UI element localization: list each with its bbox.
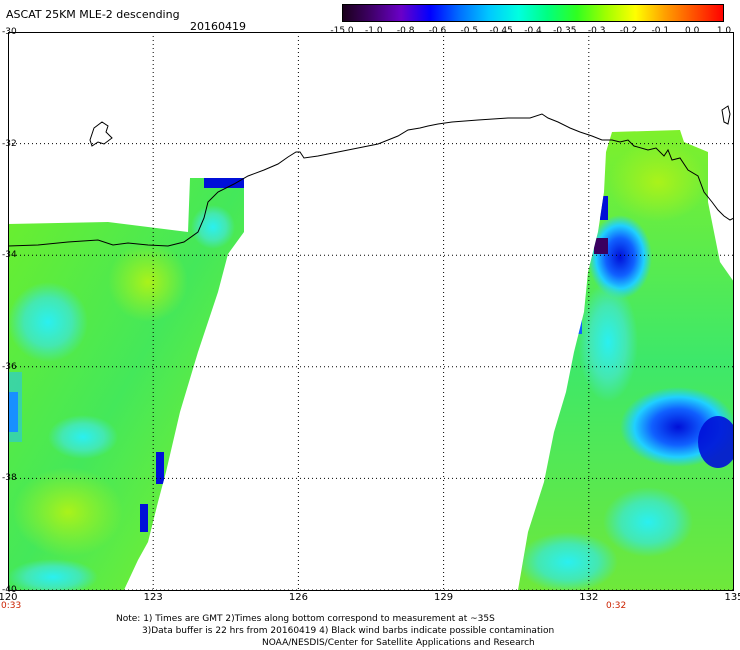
swath-time-east: 0:32 xyxy=(606,601,627,611)
footnote-line-3: NOAA/NESDIS/Center for Satellite Applica… xyxy=(262,638,535,648)
color-scale-label: -0.6 xyxy=(428,26,447,36)
color-scale-label: -0.8 xyxy=(396,26,415,36)
longitude-label: 123 xyxy=(143,592,163,603)
color-scale-gradient xyxy=(342,4,724,22)
color-scale-label: -0.1 xyxy=(651,26,670,36)
longitude-label: 126 xyxy=(288,592,308,603)
product-date: 20160419 xyxy=(190,20,246,33)
color-scale-label: -0.5 xyxy=(460,26,479,36)
island-outline-east xyxy=(721,105,731,125)
swath-time-west: 0:33 xyxy=(1,601,22,611)
latitude-label: -40 xyxy=(2,585,17,595)
color-scale-label: -0.2 xyxy=(619,26,638,36)
swath-map xyxy=(8,32,734,591)
color-scale-label: -0.45 xyxy=(489,26,513,36)
latitude-label: -30 xyxy=(2,27,17,37)
latitude-label: -32 xyxy=(2,138,17,149)
footnote-line-1: Note: 1) Times are GMT 2)Times along bot… xyxy=(116,614,495,624)
longitude-label: 129 xyxy=(434,592,454,603)
color-scale-fill xyxy=(342,4,724,22)
product-title: ASCAT 25KM MLE-2 descending xyxy=(6,8,180,21)
longitude-label: 120 xyxy=(0,592,18,603)
color-scale-label: -0.4 xyxy=(524,26,542,36)
color-scale-label: 1.0 xyxy=(716,26,732,36)
color-scale-label: -15.0 xyxy=(330,26,354,36)
island-outline-west xyxy=(89,121,113,147)
coastline xyxy=(8,113,734,247)
latitude-label: -38 xyxy=(2,473,17,484)
color-scale-label: -0.3 xyxy=(587,26,606,36)
longitude-label: 132 xyxy=(579,592,599,603)
color-scale-label: -1.0 xyxy=(365,26,383,36)
footnote-line-2: 3)Data buffer is 22 hrs from 20160419 4)… xyxy=(142,626,555,636)
latitude-label: -34 xyxy=(2,250,17,261)
longitude-label: 135 xyxy=(724,592,740,603)
map-frame xyxy=(8,32,734,591)
color-scale-label: -0.35 xyxy=(553,26,577,36)
color-scale-label: 0.0 xyxy=(684,26,700,36)
lat-lon-grid xyxy=(8,32,734,591)
latitude-label: -36 xyxy=(2,361,17,372)
swath-west xyxy=(8,178,244,590)
color-scale-bar xyxy=(342,4,724,26)
swath-east xyxy=(518,130,734,590)
